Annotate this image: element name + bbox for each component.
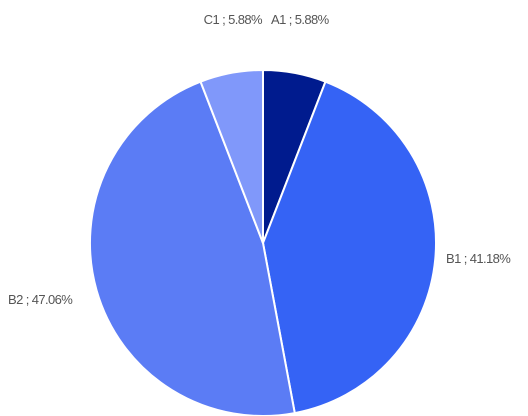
pie-label-b2: B2 ; 47.06% [8,292,73,307]
pie-label-b1: B1 ; 41.18% [446,251,511,266]
pie-labels: A1 ; 5.88% B1 ; 41.18% B2 ; 47.06% C1 ; 5.8… [8,12,512,307]
pie-label-a1: A1 ; 5.88% [271,12,330,27]
pie-slice-b2 [88,80,296,416]
pie-slice-c1 [199,69,264,244]
pie-slice-b1 [262,80,438,415]
pie-slices [88,69,438,416]
pie-label-c1: C1 ; 5.88% [204,12,263,27]
